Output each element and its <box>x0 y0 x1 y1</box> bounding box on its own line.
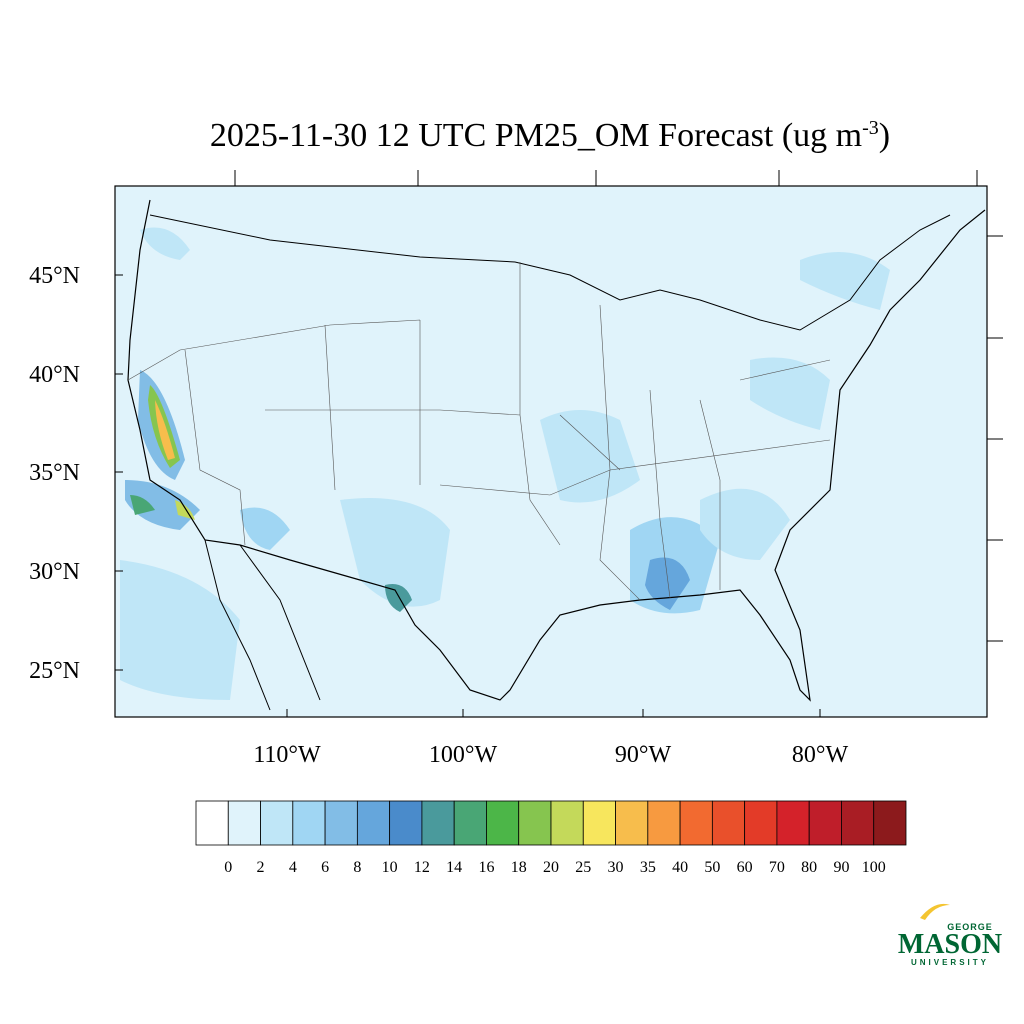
colorbar-label: 70 <box>769 859 785 876</box>
lat-label: 45°N <box>29 263 80 289</box>
colorbar-label: 0 <box>224 859 232 876</box>
colorbar-label: 6 <box>321 859 329 876</box>
logo-top: GEORGE <box>947 922 993 932</box>
colorbar-box <box>582 800 616 846</box>
colorbar-label: 18 <box>511 859 527 876</box>
map <box>114 185 988 718</box>
colorbar-box <box>518 800 552 846</box>
logo-swoosh <box>920 903 950 920</box>
colorbar-label: 30 <box>608 859 624 876</box>
lat-label: 30°N <box>29 559 80 585</box>
colorbar-label: 2 <box>257 859 265 876</box>
colorbar-box <box>841 800 875 846</box>
colorbar-label: 35 <box>640 859 656 876</box>
colorbar: 0 2 4 6 8 10 12 14 16 18 20 25 30 35 40 50 60 70 80 90 100 <box>195 800 907 876</box>
colorbar-label: 25 <box>575 859 591 876</box>
colorbar-box <box>647 800 681 846</box>
colorbar-box <box>260 800 294 846</box>
colorbar-box <box>776 800 810 846</box>
colorbar-box <box>227 800 261 846</box>
colorbar-box <box>873 800 907 846</box>
title-end: ) <box>879 117 890 154</box>
colorbar-box <box>486 800 520 846</box>
lat-label: 40°N <box>29 362 80 388</box>
colorbar-box <box>744 800 778 846</box>
colorbar-box <box>711 800 746 846</box>
colorbar-label: 4 <box>289 859 297 876</box>
colorbar-box <box>195 800 229 846</box>
logo-bottom: UNIVERSITY <box>911 958 989 967</box>
colorbar-label: 14 <box>446 859 462 876</box>
colorbar-label: 8 <box>353 859 361 876</box>
colorbar-label: 10 <box>382 859 398 876</box>
border <box>149 214 951 331</box>
colorbar-label: 60 <box>737 859 753 876</box>
colorbar-box <box>421 800 455 846</box>
colorbar-label: 50 <box>704 859 720 876</box>
ticks: 45°N 40°N 35°N 30°N 25°N 110°W 100°W 90°W 80°W <box>29 170 1003 768</box>
colorbar-label: 12 <box>414 859 430 876</box>
colorbar-box <box>324 800 358 846</box>
colorbar-label: 40 <box>672 859 688 876</box>
colorbar-box <box>550 800 584 846</box>
colorbar-label: 90 <box>833 859 849 876</box>
colorbar-label: 16 <box>478 859 494 876</box>
coastline <box>127 199 986 702</box>
colorbar-box <box>679 800 713 846</box>
concentration-fill <box>120 227 890 700</box>
title-main: 2025-11-30 12 UTC PM25_OM Forecast (ug m <box>210 117 862 154</box>
lat-label: 25°N <box>29 658 80 684</box>
colorbar-box <box>356 800 391 846</box>
colorbar-box <box>615 800 649 846</box>
logo: GEORGE MASON UNIVERSITY <box>898 903 1002 967</box>
colorbar-label: 100 <box>862 859 886 876</box>
colorbar-box <box>292 800 326 846</box>
title-superscript: -3 <box>862 117 879 139</box>
colorbar-box <box>808 800 842 846</box>
mexico-coast <box>204 539 321 711</box>
logo-main: MASON <box>898 929 1002 960</box>
state-lines <box>127 262 831 601</box>
map-frame <box>114 185 988 718</box>
lon-label: 110°W <box>253 742 321 768</box>
colorbar-box <box>453 800 487 846</box>
colorbar-label: 20 <box>543 859 559 876</box>
lon-label: 90°W <box>615 742 672 768</box>
colorbar-box <box>389 800 423 846</box>
lon-label: 80°W <box>792 742 849 768</box>
title: 2025-11-30 12 UTC PM25_OM Forecast (ug m… <box>210 117 890 154</box>
lat-label: 35°N <box>29 460 80 486</box>
colorbar-label: 80 <box>801 859 817 876</box>
lon-label: 100°W <box>429 742 498 768</box>
